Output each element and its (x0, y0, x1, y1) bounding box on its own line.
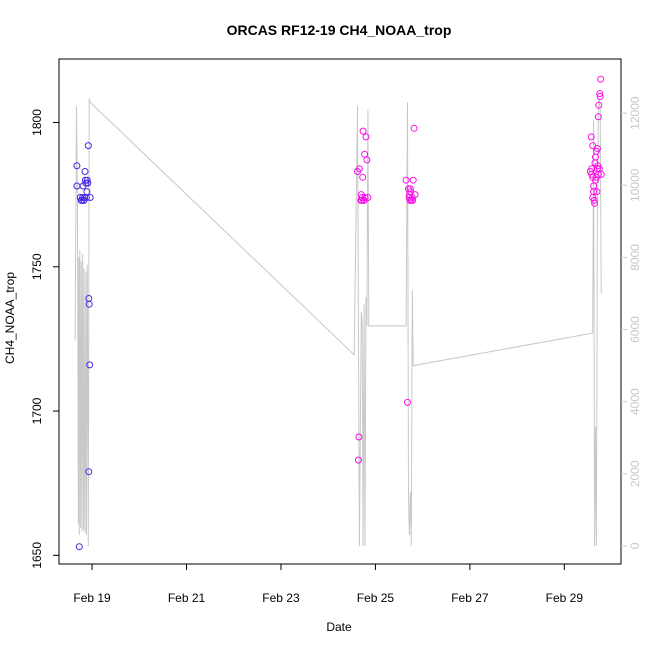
data-point (589, 173, 597, 181)
data-point (590, 188, 598, 196)
right-tick-label: 6000 (628, 316, 642, 343)
data-point (78, 196, 86, 204)
data-point (594, 170, 602, 178)
data-point (406, 196, 414, 204)
data-point (86, 361, 94, 369)
data-point (361, 150, 369, 158)
altitude-line (74, 98, 602, 547)
right-tick-label: 10000 (628, 168, 642, 202)
data-point (409, 176, 417, 184)
data-point (359, 127, 367, 135)
x-tick-label: Feb 25 (357, 591, 395, 605)
data-point (355, 433, 363, 441)
data-point (406, 185, 414, 193)
data-point (596, 90, 604, 98)
right-tick-label: 0 (628, 542, 642, 549)
data-point (355, 165, 363, 173)
x-tick-label: Feb 23 (262, 591, 300, 605)
data-point (359, 173, 367, 181)
x-tick-label: Feb 27 (451, 591, 489, 605)
data-point (597, 75, 605, 83)
data-point (83, 188, 91, 196)
x-axis-label: Date (326, 620, 352, 634)
right-tick-label: 2000 (628, 460, 642, 487)
y-axis: 1650 1700 1750 1800 (30, 109, 59, 569)
data-point (85, 468, 93, 476)
data-point (80, 196, 88, 204)
data-point (596, 93, 604, 100)
data-point (83, 176, 91, 184)
data-point (354, 456, 362, 464)
y-tick-label: 1650 (30, 542, 44, 569)
altitude-trace (74, 98, 602, 547)
data-point (75, 543, 83, 551)
y-tick-label: 1800 (30, 109, 44, 136)
data-point (364, 194, 372, 201)
data-point (593, 145, 601, 152)
data-point (402, 176, 410, 184)
x-tick-label: Feb 19 (73, 591, 111, 605)
x-axis: Feb 19 Feb 21 Feb 23 Feb 25 Feb 27 Feb 29 (73, 563, 584, 605)
data-point (81, 168, 89, 175)
data-point (590, 196, 598, 204)
data-point (84, 142, 92, 150)
x-tick-label: Feb 29 (546, 591, 584, 605)
data-point (85, 300, 93, 308)
chart-title: ORCAS RF12-19 CH4_NOAA_trop (227, 22, 452, 38)
data-point (86, 194, 94, 201)
data-point (410, 124, 418, 132)
x-tick-label: Feb 21 (168, 591, 206, 605)
data-point (593, 188, 601, 196)
plot-frame (58, 58, 622, 565)
data-point (587, 133, 595, 141)
data-point (595, 101, 603, 109)
right-tick-label: 8000 (628, 244, 642, 271)
right-tick-label: 12000 (628, 96, 642, 130)
data-point (591, 199, 599, 207)
data-point (588, 170, 596, 178)
data-point (363, 156, 371, 164)
data-point (594, 113, 602, 121)
data-point (404, 398, 411, 406)
data-point (362, 133, 370, 141)
y-tick-label: 1750 (30, 253, 44, 280)
data-point (597, 170, 605, 178)
data-point (405, 194, 413, 201)
right-tick-label: 4000 (628, 388, 642, 415)
data-point (79, 182, 87, 190)
right-axis: 0 2000 4000 6000 8000 10000 12000 (621, 96, 642, 549)
data-points (73, 75, 605, 551)
data-point (357, 196, 365, 204)
y-tick-label: 1700 (30, 397, 44, 424)
data-point (73, 162, 81, 170)
y-axis-label: CH4_NOAA_trop (3, 272, 17, 364)
